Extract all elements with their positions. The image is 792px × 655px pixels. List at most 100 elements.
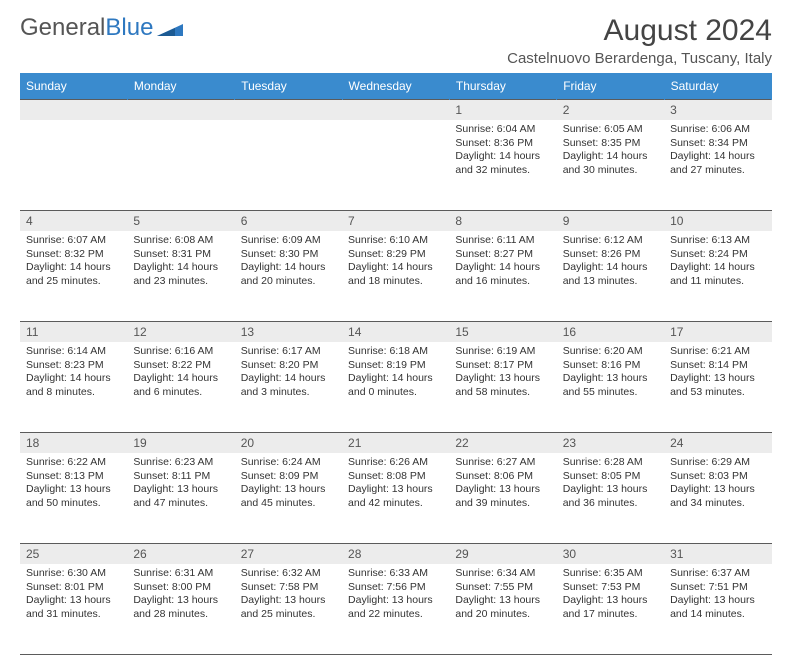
sunrise-text: Sunrise: 6:31 AM bbox=[133, 567, 228, 581]
day-number: 15 bbox=[449, 322, 556, 342]
logo-triangle-icon bbox=[157, 18, 183, 38]
sunrise-text: Sunrise: 6:17 AM bbox=[241, 345, 336, 359]
day-cell: Sunrise: 6:29 AMSunset: 8:03 PMDaylight:… bbox=[664, 453, 771, 544]
day-number-cell: 14 bbox=[342, 322, 449, 343]
sunrise-text: Sunrise: 6:26 AM bbox=[348, 456, 443, 470]
daylight-text: Daylight: 13 hours and 47 minutes. bbox=[133, 483, 228, 510]
day-number-cell: 26 bbox=[127, 544, 234, 565]
day-cell: Sunrise: 6:23 AMSunset: 8:11 PMDaylight:… bbox=[127, 453, 234, 544]
logo-text-1: General bbox=[20, 14, 105, 42]
sunrise-text: Sunrise: 6:10 AM bbox=[348, 234, 443, 248]
sunset-text: Sunset: 7:56 PM bbox=[348, 581, 443, 595]
day-cell: Sunrise: 6:05 AMSunset: 8:35 PMDaylight:… bbox=[557, 120, 664, 211]
day-number-cell: 5 bbox=[127, 211, 234, 232]
sunrise-text: Sunrise: 6:34 AM bbox=[455, 567, 550, 581]
daylight-text: Daylight: 13 hours and 39 minutes. bbox=[455, 483, 550, 510]
day-details: Sunrise: 6:19 AMSunset: 8:17 PMDaylight:… bbox=[449, 342, 556, 404]
day-cell: Sunrise: 6:35 AMSunset: 7:53 PMDaylight:… bbox=[557, 564, 664, 655]
day-number-cell: 24 bbox=[664, 433, 771, 454]
sunset-text: Sunset: 7:58 PM bbox=[241, 581, 336, 595]
sunrise-text: Sunrise: 6:22 AM bbox=[26, 456, 121, 470]
sunset-text: Sunset: 8:27 PM bbox=[455, 248, 550, 262]
sunrise-text: Sunrise: 6:32 AM bbox=[241, 567, 336, 581]
sunrise-text: Sunrise: 6:14 AM bbox=[26, 345, 121, 359]
sunrise-text: Sunrise: 6:08 AM bbox=[133, 234, 228, 248]
day-number: 31 bbox=[664, 544, 771, 564]
day-details: Sunrise: 6:04 AMSunset: 8:36 PMDaylight:… bbox=[449, 120, 556, 182]
day-cell: Sunrise: 6:31 AMSunset: 8:00 PMDaylight:… bbox=[127, 564, 234, 655]
day-number: 1 bbox=[449, 100, 556, 120]
day-number-cell: 30 bbox=[557, 544, 664, 565]
logo-text-2: Blue bbox=[105, 14, 153, 42]
day-number: 19 bbox=[127, 433, 234, 453]
sunrise-text: Sunrise: 6:18 AM bbox=[348, 345, 443, 359]
day-number: 30 bbox=[557, 544, 664, 564]
day-cell bbox=[342, 120, 449, 211]
daylight-text: Daylight: 13 hours and 20 minutes. bbox=[455, 594, 550, 621]
week-body-row: Sunrise: 6:30 AMSunset: 8:01 PMDaylight:… bbox=[20, 564, 772, 655]
day-details: Sunrise: 6:08 AMSunset: 8:31 PMDaylight:… bbox=[127, 231, 234, 293]
sunset-text: Sunset: 8:03 PM bbox=[670, 470, 765, 484]
day-cell: Sunrise: 6:27 AMSunset: 8:06 PMDaylight:… bbox=[449, 453, 556, 544]
daylight-text: Daylight: 14 hours and 11 minutes. bbox=[670, 261, 765, 288]
daylight-text: Daylight: 14 hours and 20 minutes. bbox=[241, 261, 336, 288]
daylight-text: Daylight: 14 hours and 16 minutes. bbox=[455, 261, 550, 288]
day-cell: Sunrise: 6:11 AMSunset: 8:27 PMDaylight:… bbox=[449, 231, 556, 322]
day-cell: Sunrise: 6:26 AMSunset: 8:08 PMDaylight:… bbox=[342, 453, 449, 544]
day-details: Sunrise: 6:30 AMSunset: 8:01 PMDaylight:… bbox=[20, 564, 127, 626]
day-cell: Sunrise: 6:16 AMSunset: 8:22 PMDaylight:… bbox=[127, 342, 234, 433]
day-number-cell: 13 bbox=[235, 322, 342, 343]
daylight-text: Daylight: 13 hours and 42 minutes. bbox=[348, 483, 443, 510]
sunrise-text: Sunrise: 6:13 AM bbox=[670, 234, 765, 248]
week-daynum-row: 18192021222324 bbox=[20, 433, 772, 454]
day-number-cell: 29 bbox=[449, 544, 556, 565]
day-number-cell: 20 bbox=[235, 433, 342, 454]
sunrise-text: Sunrise: 6:16 AM bbox=[133, 345, 228, 359]
day-number: 12 bbox=[127, 322, 234, 342]
daylight-text: Daylight: 13 hours and 50 minutes. bbox=[26, 483, 121, 510]
day-cell: Sunrise: 6:14 AMSunset: 8:23 PMDaylight:… bbox=[20, 342, 127, 433]
sunset-text: Sunset: 8:30 PM bbox=[241, 248, 336, 262]
sunrise-text: Sunrise: 6:19 AM bbox=[455, 345, 550, 359]
day-number: 2 bbox=[557, 100, 664, 120]
sunset-text: Sunset: 8:23 PM bbox=[26, 359, 121, 373]
header-bar: GeneralBlue August 2024 Castelnuovo Bera… bbox=[20, 14, 772, 67]
day-number-cell: 6 bbox=[235, 211, 342, 232]
daylight-text: Daylight: 13 hours and 25 minutes. bbox=[241, 594, 336, 621]
daylight-text: Daylight: 13 hours and 31 minutes. bbox=[26, 594, 121, 621]
day-number-cell: 19 bbox=[127, 433, 234, 454]
sunset-text: Sunset: 8:35 PM bbox=[563, 137, 658, 151]
daylight-text: Daylight: 14 hours and 30 minutes. bbox=[563, 150, 658, 177]
daylight-text: Daylight: 13 hours and 14 minutes. bbox=[670, 594, 765, 621]
day-details: Sunrise: 6:23 AMSunset: 8:11 PMDaylight:… bbox=[127, 453, 234, 515]
day-details: Sunrise: 6:18 AMSunset: 8:19 PMDaylight:… bbox=[342, 342, 449, 404]
day-details: Sunrise: 6:20 AMSunset: 8:16 PMDaylight:… bbox=[557, 342, 664, 404]
day-number: 9 bbox=[557, 211, 664, 231]
sunset-text: Sunset: 8:29 PM bbox=[348, 248, 443, 262]
daylight-text: Daylight: 13 hours and 34 minutes. bbox=[670, 483, 765, 510]
sunrise-text: Sunrise: 6:28 AM bbox=[563, 456, 658, 470]
day-cell: Sunrise: 6:21 AMSunset: 8:14 PMDaylight:… bbox=[664, 342, 771, 433]
day-cell: Sunrise: 6:24 AMSunset: 8:09 PMDaylight:… bbox=[235, 453, 342, 544]
day-cell: Sunrise: 6:09 AMSunset: 8:30 PMDaylight:… bbox=[235, 231, 342, 322]
col-header: Sunday bbox=[20, 73, 127, 100]
day-number-cell: 8 bbox=[449, 211, 556, 232]
day-number-cell: 12 bbox=[127, 322, 234, 343]
day-cell: Sunrise: 6:08 AMSunset: 8:31 PMDaylight:… bbox=[127, 231, 234, 322]
col-header: Tuesday bbox=[235, 73, 342, 100]
sunset-text: Sunset: 8:09 PM bbox=[241, 470, 336, 484]
col-header: Saturday bbox=[664, 73, 771, 100]
sunrise-text: Sunrise: 6:12 AM bbox=[563, 234, 658, 248]
day-number-cell: 7 bbox=[342, 211, 449, 232]
sunset-text: Sunset: 8:24 PM bbox=[670, 248, 765, 262]
day-cell: Sunrise: 6:22 AMSunset: 8:13 PMDaylight:… bbox=[20, 453, 127, 544]
sunrise-text: Sunrise: 6:11 AM bbox=[455, 234, 550, 248]
day-number-cell: 9 bbox=[557, 211, 664, 232]
day-cell: Sunrise: 6:17 AMSunset: 8:20 PMDaylight:… bbox=[235, 342, 342, 433]
day-number-cell: 16 bbox=[557, 322, 664, 343]
daylight-text: Daylight: 13 hours and 28 minutes. bbox=[133, 594, 228, 621]
sunset-text: Sunset: 8:05 PM bbox=[563, 470, 658, 484]
day-number: 4 bbox=[20, 211, 127, 231]
daylight-text: Daylight: 14 hours and 18 minutes. bbox=[348, 261, 443, 288]
day-number: 20 bbox=[235, 433, 342, 453]
